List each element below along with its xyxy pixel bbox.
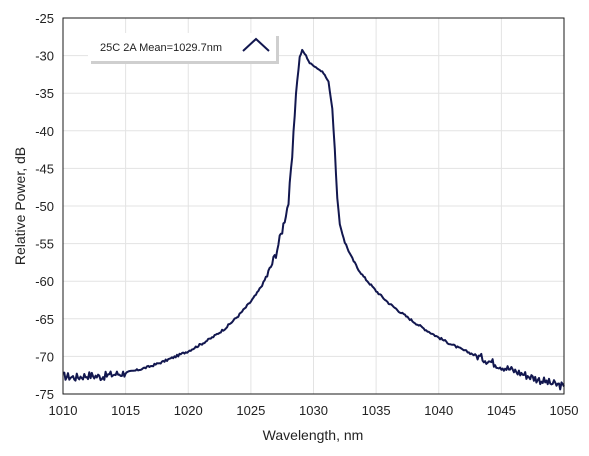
series-line — [62, 48, 565, 391]
legend-line-swatch — [242, 37, 270, 52]
y-tick-label: -45 — [35, 161, 54, 176]
y-tick-label: -50 — [35, 199, 54, 214]
plot-area-frame — [62, 17, 565, 395]
x-tick-label: 1045 — [487, 403, 516, 418]
x-tick-label: 1040 — [424, 403, 453, 418]
y-tick-label: -30 — [35, 49, 54, 64]
y-tick-label: -25 — [35, 11, 54, 26]
x-tick-label: 1010 — [49, 403, 78, 418]
x-tick-label: 1020 — [174, 403, 203, 418]
x-tick-label: 1025 — [236, 403, 265, 418]
y-tick-label: -60 — [35, 274, 54, 289]
y-tick-label: -75 — [35, 387, 54, 402]
y-tick-label: -65 — [35, 312, 54, 327]
y-tick-label: -70 — [35, 349, 54, 364]
legend-label: 25C 2A Mean=1029.7nm — [100, 42, 222, 54]
x-axis-ticks: 1010 1015 1020 1025 1030 1035 1040 1045 1050 — [49, 403, 579, 418]
y-axis-ticks: -25 -30 -35 -40 -45 -50 -55 -60 -65 -70 -75 — [35, 11, 54, 402]
x-tick-label: 1050 — [550, 403, 579, 418]
y-tick-label: -55 — [35, 237, 54, 252]
x-tick-label: 1035 — [362, 403, 391, 418]
y-axis-title: Relative Power, dB — [12, 147, 28, 265]
series-layer — [62, 48, 565, 391]
grid — [62, 17, 565, 395]
y-tick-label: -40 — [35, 124, 54, 139]
x-axis-title: Wavelength, nm — [263, 427, 364, 443]
y-tick-label: -35 — [35, 86, 54, 101]
x-tick-label: 1015 — [111, 403, 140, 418]
legend-box — [88, 33, 276, 61]
legend: 25C 2A Mean=1029.7nm — [88, 33, 279, 64]
x-tick-label: 1030 — [299, 403, 328, 418]
